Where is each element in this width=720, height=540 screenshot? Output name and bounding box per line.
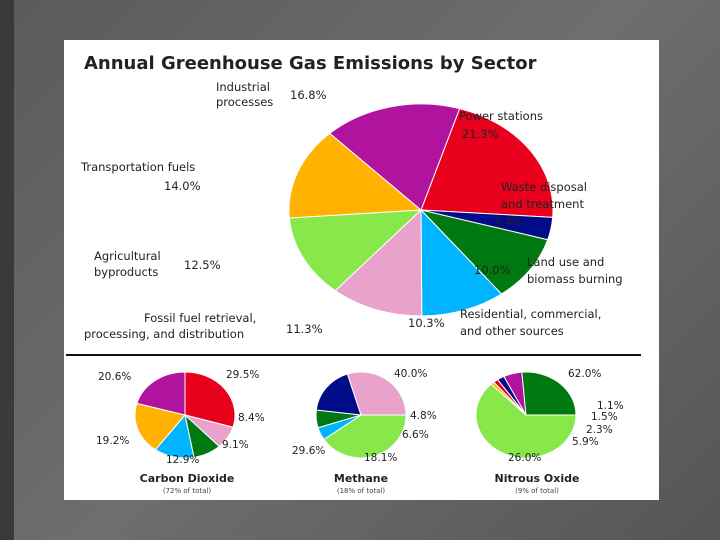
label-landuse-line2: biomass burning <box>527 272 623 286</box>
label-fossil-line2: processing, and distribution <box>84 327 244 341</box>
n2o-pie <box>475 371 577 459</box>
ch4-slice-4 <box>346 371 407 416</box>
n2o-subtitle: (9% of total) <box>515 487 559 495</box>
n2o-slice-5 <box>521 371 577 416</box>
co2-value-5: 19.2% <box>96 435 129 447</box>
co2-value-3: 9.1% <box>222 439 249 451</box>
value-landuse: 10.0% <box>474 263 511 277</box>
ch4-value-2: 6.6% <box>402 429 429 441</box>
value-waste: 3.4% <box>494 215 523 229</box>
value-transportation: 14.0% <box>164 179 201 193</box>
ch4-value-4: 29.6% <box>292 445 325 457</box>
label-waste: Waste disposal and treatment <box>501 180 591 211</box>
label-power: Power stations <box>459 109 543 123</box>
ch4-slice-3 <box>315 373 362 416</box>
ch4-title: Methane <box>334 472 388 485</box>
label-agricultural-line1: Agricultural <box>94 249 161 263</box>
main-slice-6 <box>288 132 423 219</box>
co2-value-0: 20.6% <box>98 371 131 383</box>
label-fossil-line1: Fossil fuel retrieval, <box>144 311 256 325</box>
value-industrial: 16.8% <box>290 88 327 102</box>
co2-subtitle: (72% of total) <box>163 487 211 495</box>
label-residential-line1: Residential, commercial, <box>460 307 601 321</box>
n2o-value-3: 2.3% <box>586 424 613 436</box>
emissions-chart: Annual Greenhouse Gas Emissions by Secto… <box>66 53 641 495</box>
ch4-value-1: 4.8% <box>410 410 437 422</box>
ch4-pie <box>315 371 407 459</box>
label-fossil: Fossil fuel retrieval, processing, and d… <box>84 311 260 341</box>
label-waste-line2: and treatment <box>501 197 584 211</box>
main-slice-2 <box>419 209 549 295</box>
label-agricultural-line2: byproducts <box>94 265 158 279</box>
value-power: 21.3% <box>462 127 499 141</box>
chart-title: Annual Greenhouse Gas Emissions by Secto… <box>84 53 537 74</box>
co2-slice-0 <box>184 371 236 428</box>
ch4-subtitle: (18% of total) <box>337 487 385 495</box>
main-slice-7 <box>328 103 461 211</box>
value-residential: 10.3% <box>408 316 445 330</box>
label-landuse: Land use and biomass burning <box>527 255 623 286</box>
main-slice-5 <box>288 209 423 292</box>
co2-value-1: 29.5% <box>226 369 259 381</box>
co2-slice-5 <box>136 371 186 416</box>
label-industrial-line1: Industrial <box>216 80 270 94</box>
label-transportation: Transportation fuels <box>80 160 195 174</box>
co2-pie <box>134 371 236 459</box>
value-agricultural: 12.5% <box>184 258 221 272</box>
label-industrial-line2: processes <box>216 95 273 109</box>
n2o-value-0: 62.0% <box>568 368 601 380</box>
label-residential-line2: and other sources <box>460 324 564 338</box>
ch4-value-0: 40.0% <box>394 368 427 380</box>
label-residential: Residential, commercial, and other sourc… <box>460 307 605 338</box>
main-slice-3 <box>420 208 503 317</box>
ch4-slice-0 <box>323 414 407 459</box>
n2o-value-2: 1.5% <box>591 411 618 423</box>
co2-value-2: 8.4% <box>238 412 265 424</box>
label-waste-line1: Waste disposal <box>501 180 587 194</box>
label-landuse-line1: Land use and <box>527 255 604 269</box>
main-slice-0 <box>420 108 554 218</box>
co2-value-4: 12.9% <box>166 454 199 466</box>
main-slice-4 <box>334 208 423 317</box>
chart-card: Annual Greenhouse Gas Emissions by Secto… <box>64 40 659 500</box>
co2-slice-4 <box>134 402 186 451</box>
ch4-value-3: 18.1% <box>364 452 397 464</box>
n2o-title: Nitrous Oxide <box>495 472 580 485</box>
co2-title: Carbon Dioxide <box>140 472 235 485</box>
n2o-slice-0 <box>475 383 577 459</box>
n2o-value-1: 1.1% <box>597 400 624 412</box>
label-industrial: Industrial processes <box>216 80 274 109</box>
value-fossil: 11.3% <box>286 322 323 336</box>
n2o-value-4: 5.9% <box>572 436 599 448</box>
n2o-value-5: 26.0% <box>508 452 541 464</box>
main-pie <box>288 103 554 317</box>
label-agricultural: Agricultural byproducts <box>94 249 164 279</box>
